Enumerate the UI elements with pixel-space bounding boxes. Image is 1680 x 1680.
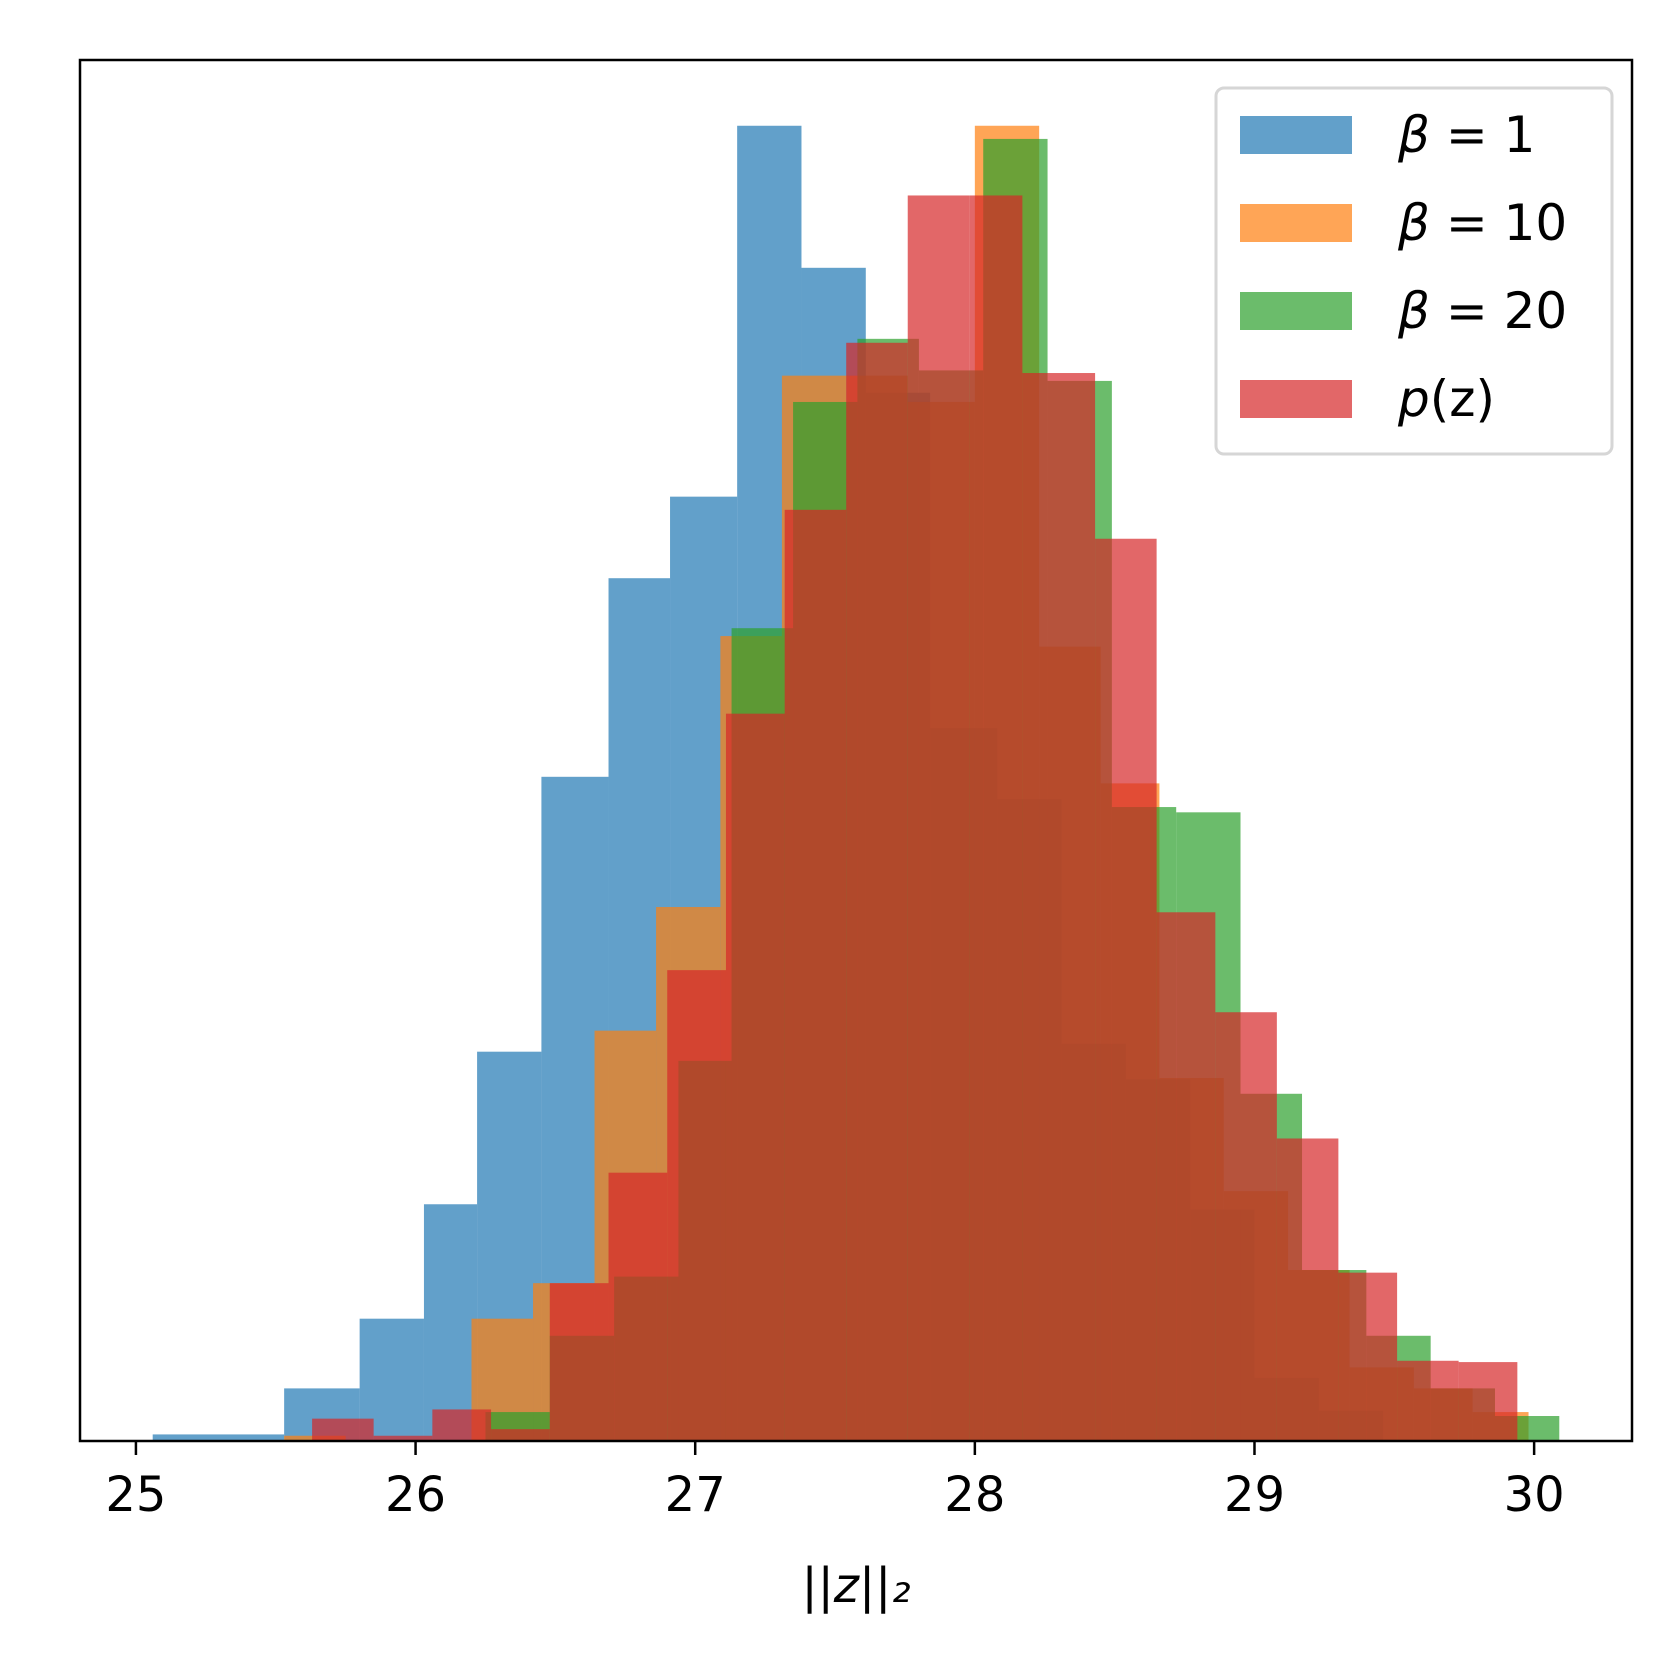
histogram-bar <box>312 1418 374 1441</box>
histogram-bar <box>1338 1272 1398 1441</box>
x-axis-label: ||z||₂ <box>801 1558 910 1614</box>
histogram-bar <box>373 1435 433 1441</box>
x-tick-label: 28 <box>944 1467 1005 1523</box>
histogram-bar <box>423 1204 478 1441</box>
x-tick-label: 26 <box>385 1467 446 1523</box>
x-tick-label: 27 <box>665 1467 726 1523</box>
histogram-bar <box>907 195 970 1442</box>
histogram-bar <box>1095 538 1157 1441</box>
histogram-bar <box>1156 912 1216 1441</box>
histogram-bars <box>152 125 1560 1442</box>
legend-swatch <box>1240 292 1352 330</box>
histogram-bar <box>784 509 847 1442</box>
x-axis-ticks: 25 26 27 28 29 30 <box>105 1441 1565 1523</box>
legend-swatch <box>1240 204 1352 242</box>
legend-label: β = 1 <box>1397 106 1535 164</box>
histogram-bar <box>549 1283 609 1441</box>
histogram-bar <box>608 1172 668 1441</box>
legend-box <box>1214 86 1614 456</box>
plot-frame <box>78 58 1634 1443</box>
histogram-bar <box>1022 373 1096 1442</box>
legend-swatch <box>1240 380 1352 418</box>
x-tick-label: 25 <box>105 1467 166 1523</box>
histogram-bar <box>1215 1012 1277 1441</box>
x-tick-label: 30 <box>1504 1467 1565 1523</box>
legend: β = 1 β = 10 β = 20 p(z) <box>1214 86 1614 456</box>
legend-label: β = 20 <box>1397 282 1567 340</box>
histogram-bar <box>152 1434 285 1441</box>
legend-label: β = 10 <box>1397 194 1567 252</box>
histogram-bar <box>432 1409 492 1441</box>
legend-swatch <box>1240 116 1352 154</box>
histogram-bar <box>1276 1138 1339 1441</box>
histogram-bar <box>491 1429 550 1441</box>
histogram-bar <box>969 195 1023 1442</box>
legend-label: p(z) <box>1397 370 1495 428</box>
histogram-bar <box>846 342 908 1442</box>
histogram-bar <box>667 970 726 1441</box>
histogram-bar <box>1397 1360 1459 1441</box>
histogram-bar <box>1458 1362 1518 1441</box>
x-tick-label: 29 <box>1224 1467 1285 1523</box>
histogram-bar <box>725 713 785 1441</box>
series-3-bars <box>312 195 1518 1442</box>
